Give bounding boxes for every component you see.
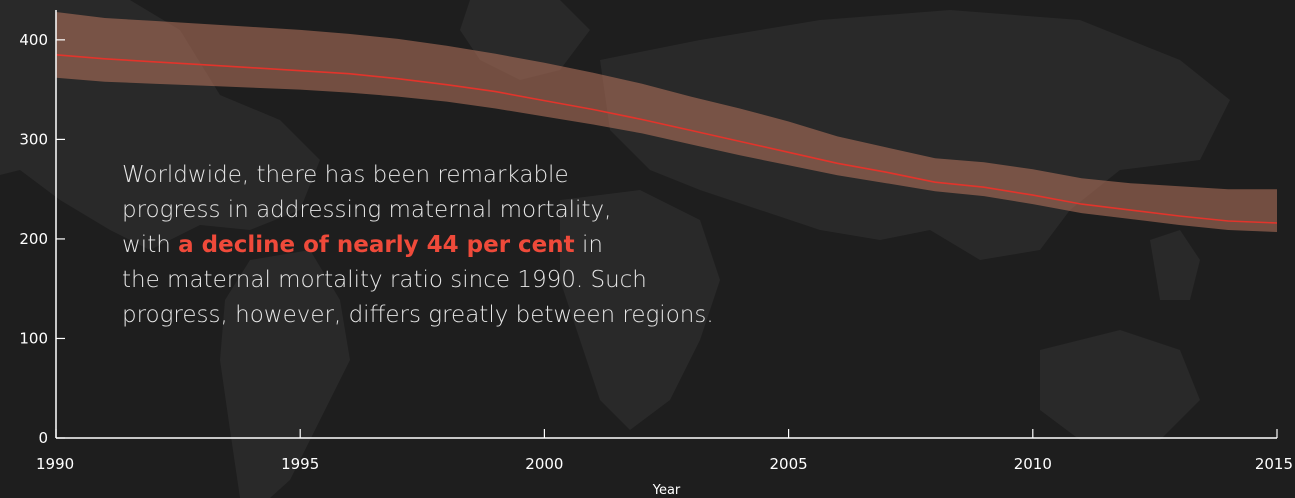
x-tick-label-1990: 1990 [36, 455, 74, 473]
uncertainty-band-0 [56, 12, 1277, 232]
annotation-line-4: the maternal mortality ratio since 1990.… [122, 267, 647, 293]
annotation-line-5: progress, however, differs greatly betwe… [122, 302, 714, 328]
annotation-line-3-suffix: in [574, 232, 603, 258]
y-tick-label-400: 400 [19, 31, 48, 49]
y-tick-label-100: 100 [19, 329, 48, 347]
annotation-text: Worldwide, there has been remarkable pro… [122, 158, 842, 333]
y-tick-label-200: 200 [19, 230, 48, 248]
series-line-0 [55, 54, 1278, 224]
x-tick-label-1995: 1995 [281, 455, 319, 473]
x-tick-label-2000: 2000 [525, 455, 563, 473]
x-tick-label-2010: 2010 [1014, 455, 1052, 473]
annotation-line-3-prefix: with [122, 232, 179, 258]
annotation-line-3: with a decline of nearly 44 per cent in [122, 228, 842, 263]
annotation-line-1: Worldwide, there has been remarkable [122, 162, 569, 188]
x-tick-label-2005: 2005 [770, 455, 808, 473]
x-tick-label-2015: 2015 [1255, 455, 1293, 473]
annotation-line-2: progress in addressing maternal mortalit… [122, 197, 612, 223]
x-axis-title: Year [652, 483, 681, 498]
y-tick-label-300: 300 [19, 130, 48, 148]
annotation-highlight: a decline of nearly 44 per cent [178, 232, 575, 258]
y-tick-label-0: 0 [38, 429, 48, 447]
